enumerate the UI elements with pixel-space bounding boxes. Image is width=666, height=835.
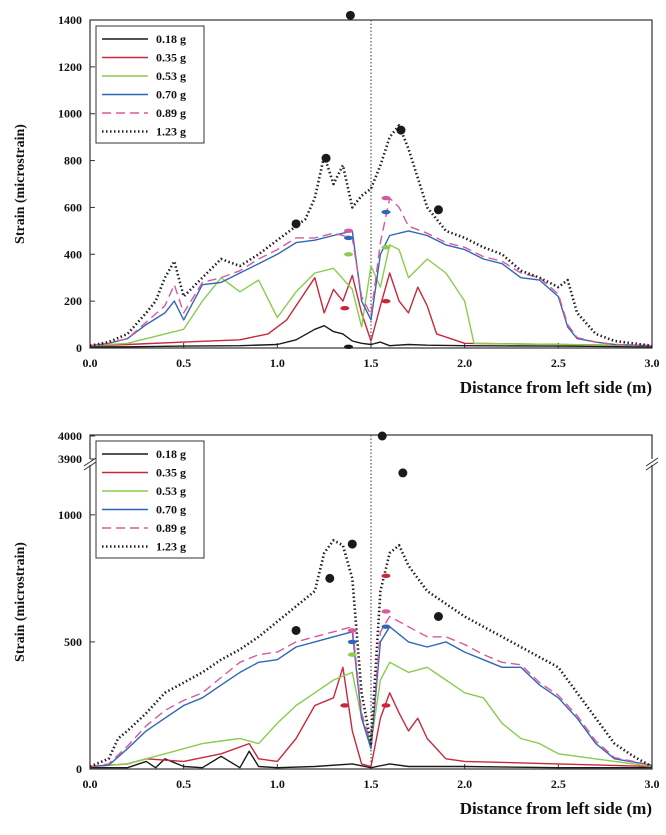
chart-panel-1: 0.0 0.5 1.0 1.5 2.0 2.5 3.0 0 200 400 600 800 1000 12… xyxy=(13,10,660,397)
y-axis-title: Strain (microstrain) xyxy=(13,542,28,662)
series-line-0-53-g xyxy=(89,244,653,347)
marker-dash xyxy=(347,628,357,633)
y-tick-label: 1400 xyxy=(58,13,82,27)
marker-dash xyxy=(347,652,357,657)
x-axis-title: Distance from left side (m) xyxy=(460,378,652,397)
y-tick-label: 200 xyxy=(64,294,82,308)
series-line-1-23-g xyxy=(89,124,653,347)
legend-label: 0.53 g xyxy=(156,69,186,83)
marker-dash xyxy=(381,209,391,215)
x-tick-label: 1.0 xyxy=(270,356,285,370)
marker-dot xyxy=(396,125,406,135)
marker-dash xyxy=(381,624,391,629)
x-tick-label: 2.0 xyxy=(457,356,472,370)
y-tick-label: 600 xyxy=(64,200,82,214)
x-tick-label: 3.0 xyxy=(645,356,660,370)
x-tick-label: 1.5 xyxy=(364,356,379,370)
legend-label: 0.35 g xyxy=(156,466,186,480)
y-axis-title: Strain (microstrain) xyxy=(13,124,28,244)
marker-dot xyxy=(377,431,387,441)
axis-break-mark xyxy=(83,461,97,471)
y-tick-label: 0 xyxy=(76,762,82,776)
series-line-0-18-g xyxy=(90,750,652,769)
legend-label: 0.53 g xyxy=(156,484,186,498)
marker-dot xyxy=(291,625,301,635)
legend-label: 0.35 g xyxy=(156,51,186,65)
y-tick-label: 800 xyxy=(64,154,82,168)
y-tick-label: 400 xyxy=(64,247,82,261)
y-tick-label: 1200 xyxy=(58,60,82,74)
marker-dash xyxy=(344,252,354,257)
series-line-0-70-g xyxy=(89,626,653,768)
marker-dot xyxy=(398,468,408,478)
x-tick-label: 0.0 xyxy=(83,356,98,370)
x-tick-label: 3.0 xyxy=(645,777,660,791)
marker-dash xyxy=(381,245,391,250)
y-tick-label: 3900 xyxy=(58,452,82,466)
y-tick-label: 1000 xyxy=(58,508,82,522)
marker-dash xyxy=(344,235,354,241)
axis-break-gap xyxy=(86,459,96,465)
y-tick-label: 0 xyxy=(76,341,82,355)
x-tick-label: 2.5 xyxy=(551,777,566,791)
marker-dash xyxy=(381,609,391,614)
legend-label: 1.23 g xyxy=(156,125,186,139)
axis-break-mark xyxy=(645,457,659,467)
series-line-0-70-g xyxy=(89,230,653,347)
legend-box xyxy=(95,440,205,559)
marker-dash xyxy=(340,703,350,708)
axis-break-gap xyxy=(648,459,658,465)
marker-dot xyxy=(433,205,443,215)
x-axis-title: Distance from left side (m) xyxy=(460,799,652,818)
series-line-0-35-g xyxy=(89,272,653,347)
marker-dot xyxy=(345,10,355,20)
y-tick-label: 500 xyxy=(64,635,82,649)
axis-break-mark xyxy=(645,461,659,471)
marker-dash xyxy=(381,703,391,708)
legend-box xyxy=(95,25,205,144)
marker-dash xyxy=(381,573,391,579)
series-line-0-89-g xyxy=(89,197,653,347)
marker-dash xyxy=(340,305,350,311)
marker-dot xyxy=(433,612,443,621)
marker-dash xyxy=(381,298,391,304)
legend-label: 0.89 g xyxy=(156,106,186,120)
x-tick-label: 0.5 xyxy=(176,777,191,791)
x-tick-label: 1.5 xyxy=(364,777,379,791)
y-tick-label: 1000 xyxy=(58,107,82,121)
legend-label: 1.23 g xyxy=(156,540,186,554)
legend-label: 0.18 g xyxy=(156,32,186,46)
legend-label: 0.18 g xyxy=(156,447,186,461)
legend-label: 0.70 g xyxy=(156,88,186,102)
series-line-0-18-g xyxy=(90,325,653,348)
x-tick-label: 0.0 xyxy=(83,777,98,791)
series-line-0-89-g xyxy=(89,615,653,768)
series-line-1-23-g xyxy=(89,538,653,768)
x-tick-label: 2.0 xyxy=(457,777,472,791)
series-line-0-35-g xyxy=(89,666,653,768)
chart-panel-2: 0.0 0.5 1.0 1.5 2.0 2.5 3.0 0 500 1000 3900 4000 0.1… xyxy=(13,429,660,818)
marker-dot xyxy=(347,539,357,549)
marker-dot xyxy=(325,573,335,583)
x-tick-label: 1.0 xyxy=(270,777,285,791)
marker-dash xyxy=(344,228,354,234)
marker-dash xyxy=(347,639,357,645)
marker-dot xyxy=(321,153,331,163)
marker-dash xyxy=(344,344,354,350)
y-tick-label: 4000 xyxy=(58,429,82,443)
series-line-0-53-g xyxy=(89,661,653,768)
marker-dot xyxy=(291,219,301,229)
legend-label: 0.89 g xyxy=(156,521,186,535)
legend-label: 0.70 g xyxy=(156,503,186,517)
marker-dash xyxy=(381,195,391,201)
x-tick-label: 2.5 xyxy=(551,356,566,370)
x-tick-label: 0.5 xyxy=(176,356,191,370)
